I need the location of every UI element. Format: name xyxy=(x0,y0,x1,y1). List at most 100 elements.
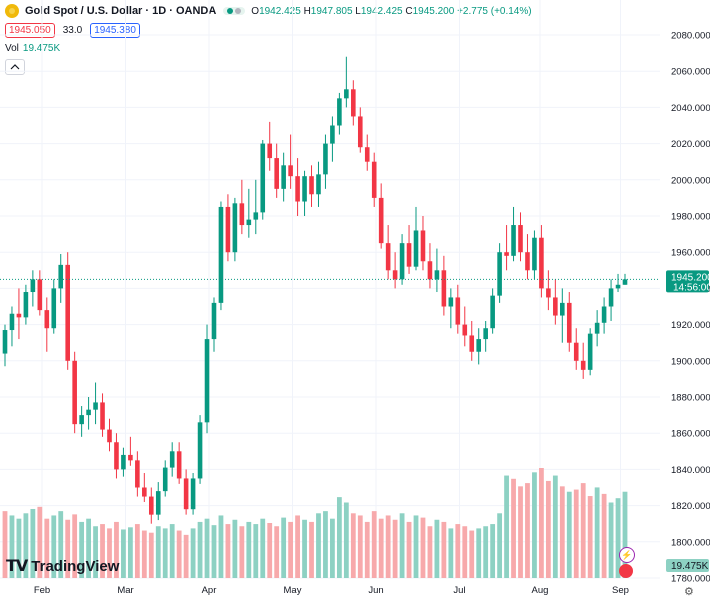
volume-bar xyxy=(455,524,461,578)
market-status-indicator[interactable] xyxy=(223,7,246,15)
volume-bar xyxy=(267,523,273,578)
candle xyxy=(420,216,426,271)
volume-bar xyxy=(253,524,259,578)
volume-bar xyxy=(37,506,43,578)
volume-bar xyxy=(490,524,496,578)
candle xyxy=(239,179,245,235)
volume-bar xyxy=(385,515,391,578)
candle xyxy=(532,230,537,280)
y-tick-label: 2000.000 xyxy=(671,175,710,186)
candle xyxy=(462,306,468,347)
candle xyxy=(413,206,419,271)
low-label: L xyxy=(355,5,361,17)
volume-bar xyxy=(357,515,363,578)
volume-bar xyxy=(350,513,356,578)
candle xyxy=(580,342,586,379)
candle xyxy=(107,418,112,452)
volume-bar xyxy=(169,524,175,578)
y-tick-label: 1800.000 xyxy=(671,537,710,548)
chart-header: Gold Spot / U.S. Dollar · 1D · OANDA O19… xyxy=(0,0,660,22)
volume-bar xyxy=(86,518,91,578)
candle xyxy=(37,270,43,316)
y-tick-label: 2020.000 xyxy=(671,139,710,150)
candle xyxy=(30,270,36,307)
candle xyxy=(539,225,544,298)
volume-bar xyxy=(441,521,447,578)
candle xyxy=(573,328,579,370)
volume-bar xyxy=(469,530,475,578)
candle xyxy=(434,248,440,293)
volume-bar xyxy=(448,528,454,578)
x-tick-label: Sep xyxy=(612,585,629,596)
volume-bar xyxy=(573,489,579,578)
volume-bar xyxy=(580,483,586,578)
volume-bar xyxy=(316,513,321,578)
price-axis[interactable]: 2080.000 2060.000 2040.000 2020.000 2000.000… xyxy=(660,0,710,600)
x-tick-label: Aug xyxy=(532,585,549,596)
volume-bar xyxy=(134,524,140,578)
candle xyxy=(357,107,363,153)
volume-bar xyxy=(30,508,36,578)
candle xyxy=(295,158,300,216)
candle xyxy=(378,183,384,249)
candle xyxy=(218,201,224,311)
volume-bar xyxy=(211,525,217,578)
volume-bar xyxy=(476,528,482,578)
candle xyxy=(497,243,502,303)
candle xyxy=(455,284,461,334)
y-tick-label: 1980.000 xyxy=(671,212,710,223)
candle xyxy=(288,134,293,189)
volume-bar xyxy=(497,513,503,578)
volume-bar xyxy=(148,532,154,578)
volume-bar xyxy=(155,526,161,578)
candle xyxy=(601,297,607,334)
bar-countdown: 14:56:00 xyxy=(673,282,710,293)
y-tick-label: 1960.000 xyxy=(671,248,710,259)
volume-bar xyxy=(239,526,245,578)
lightning-icon[interactable]: ⚡ xyxy=(619,547,635,563)
volume-bar xyxy=(615,498,621,578)
volume-bar xyxy=(183,534,189,578)
volume-bar xyxy=(93,526,98,578)
volume-bar xyxy=(190,528,196,578)
volume-bar xyxy=(552,475,558,578)
volume-bar xyxy=(204,518,210,578)
ohlc-readout: O1942.425 H1947.805 L1942.425 C1945.200 … xyxy=(251,6,531,17)
flag-icon[interactable] xyxy=(619,564,633,578)
volume-bar xyxy=(23,513,29,578)
volume-bar xyxy=(79,521,85,578)
volume-bar xyxy=(434,519,440,578)
brand-name: TradingView xyxy=(31,557,120,575)
volume-bar xyxy=(281,517,287,578)
volume-bar xyxy=(288,521,294,578)
y-tick-label: 1820.000 xyxy=(671,501,710,512)
candle xyxy=(316,161,321,207)
volume-bar xyxy=(399,513,405,578)
candle xyxy=(114,433,119,479)
volume-bar xyxy=(141,530,147,578)
candle xyxy=(232,197,238,262)
candle xyxy=(79,406,84,437)
candle xyxy=(100,393,105,437)
settings-gear-icon[interactable]: ⚙ xyxy=(684,586,694,598)
buy-button[interactable]: 1945.380 xyxy=(90,23,140,38)
volume-bar xyxy=(114,521,119,578)
candle xyxy=(162,460,168,497)
volume-bar xyxy=(462,526,468,578)
volume-tag-value: 19.475K xyxy=(671,561,709,572)
candle xyxy=(392,252,398,289)
time-axis[interactable]: Feb Mar Apr May Jun Jul Aug Sep xyxy=(34,585,629,596)
y-tick-label: 2060.000 xyxy=(671,67,710,78)
symbol-title[interactable]: Gold Spot / U.S. Dollar · 1D · OANDA xyxy=(25,5,217,17)
candle xyxy=(204,324,210,434)
candle xyxy=(525,234,530,280)
close-label: C xyxy=(405,5,413,17)
tradingview-logo[interactable]: 𝗧𝗩 TradingView xyxy=(6,556,119,576)
candle xyxy=(344,56,349,108)
market-open-dot-icon xyxy=(227,8,234,14)
volume-bar xyxy=(218,515,224,578)
volume-bar xyxy=(608,502,614,578)
high-label: H xyxy=(303,5,311,17)
candle xyxy=(2,324,8,367)
